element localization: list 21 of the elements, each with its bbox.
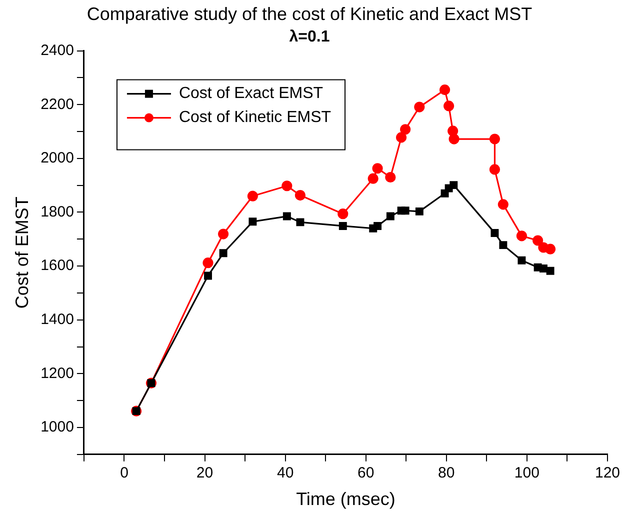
y-tick-label: 2200 <box>40 96 74 113</box>
x-axis-title: Time (msec) <box>296 489 396 510</box>
x-tick-label: 80 <box>438 464 455 482</box>
chart-subtitle: λ=0.1 <box>289 28 330 46</box>
x-tick-label: 60 <box>358 464 374 482</box>
x-tick-label: 0 <box>120 464 128 482</box>
y-tick-label: 2400 <box>40 42 74 59</box>
x-tick-label: 100 <box>514 464 540 482</box>
y-tick-label: 1800 <box>40 203 74 220</box>
x-tick-label: 120 <box>594 464 620 482</box>
legend-label: Cost of Kinetic EMST <box>178 109 332 126</box>
x-tick-label: 40 <box>276 464 294 482</box>
y-tick-label: 1000 <box>40 418 74 436</box>
y-axis-title: Cost of EMST <box>12 196 32 309</box>
y-tick-label: 1600 <box>40 257 74 274</box>
chart-title: Comparative study of the cost of Kinetic and Exact MST <box>86 4 532 24</box>
y-tick-label: 1200 <box>40 364 74 382</box>
y-tick-label: 2000 <box>40 150 74 167</box>
legend-label: Cost of Exact EMST <box>178 85 324 102</box>
y-tick-label: 1400 <box>40 311 74 328</box>
x-tick-label: 20 <box>196 464 214 482</box>
